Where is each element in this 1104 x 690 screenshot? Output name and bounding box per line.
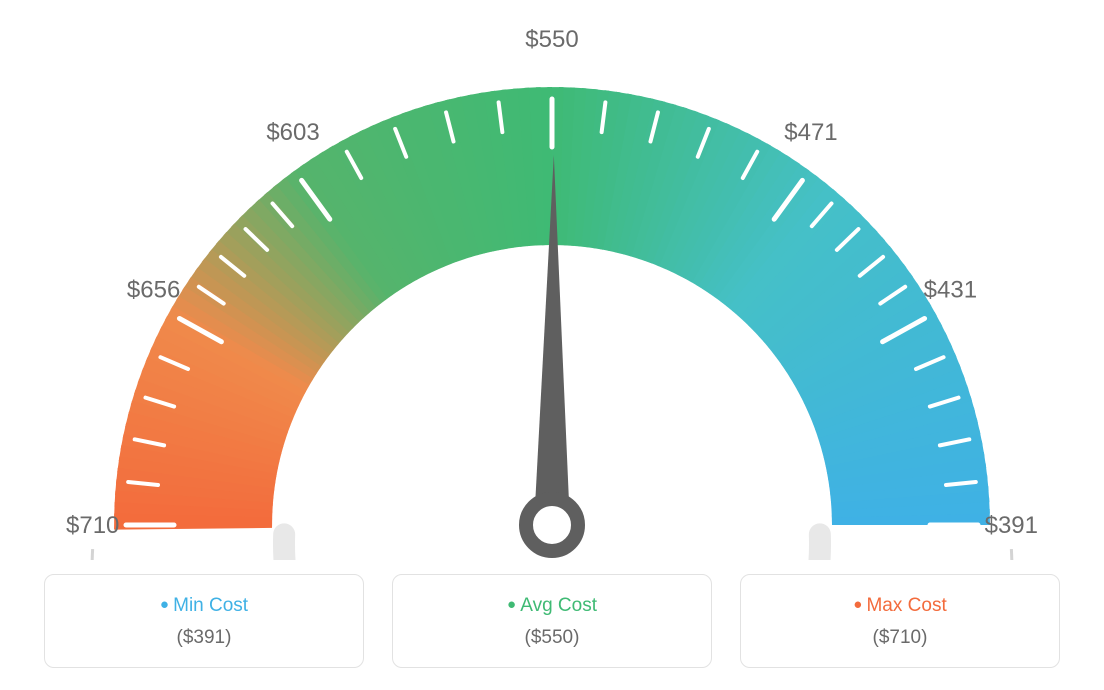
svg-text:$550: $550 <box>525 26 578 53</box>
legend-row: Min Cost ($391) Avg Cost ($550) Max Cost… <box>0 574 1104 668</box>
legend-card-avg: Avg Cost ($550) <box>392 574 712 668</box>
svg-text:$391: $391 <box>985 512 1038 539</box>
svg-text:$710: $710 <box>66 512 119 539</box>
svg-text:$471: $471 <box>784 119 837 146</box>
legend-label: Avg Cost <box>507 595 597 617</box>
legend-value: ($550) <box>525 627 580 648</box>
legend-card-max: Max Cost ($710) <box>740 574 1060 668</box>
legend-label: Min Cost <box>160 595 248 617</box>
legend-label: Max Cost <box>853 595 946 617</box>
cost-gauge: $391 $431 $471 $550 $603 $656 $710 <box>0 0 1104 560</box>
legend-value: ($710) <box>873 627 928 648</box>
svg-text:$656: $656 <box>127 276 180 303</box>
legend-card-min: Min Cost ($391) <box>44 574 364 668</box>
svg-text:$603: $603 <box>266 119 319 146</box>
legend-value: ($391) <box>177 627 232 648</box>
svg-text:$431: $431 <box>924 276 977 303</box>
